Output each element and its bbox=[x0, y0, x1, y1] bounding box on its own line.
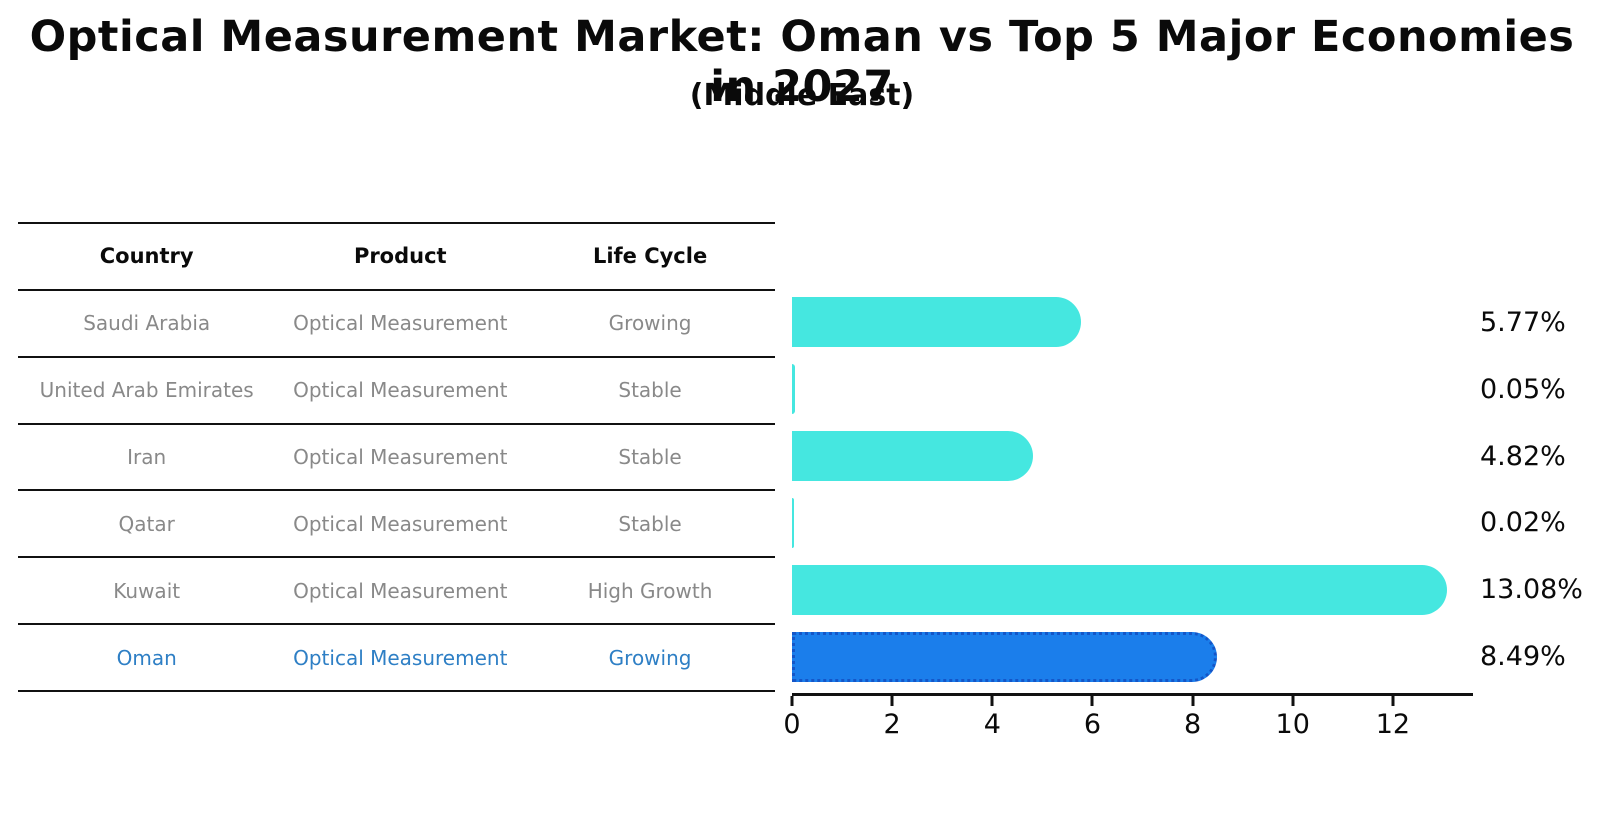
chart-subtitle: (Middle East) bbox=[689, 78, 915, 113]
x-tick-label: 4 bbox=[983, 709, 1001, 740]
cell-country: Saudi Arabia bbox=[83, 311, 211, 336]
x-tick bbox=[790, 696, 794, 706]
value-label: 13.08% bbox=[1480, 574, 1583, 606]
value-label-slot: 0.02% bbox=[1480, 489, 1600, 556]
bar-row bbox=[792, 489, 1473, 556]
value-label-slot: 0.05% bbox=[1480, 356, 1600, 423]
bar-plot bbox=[792, 289, 1473, 690]
bar-united-arab-emirates bbox=[792, 364, 795, 415]
table-header-product: Product bbox=[353, 244, 447, 269]
table-row: Kuwait Optical Measurement High Growth bbox=[18, 558, 775, 626]
value-label: 5.77% bbox=[1480, 306, 1566, 338]
x-tick-label: 6 bbox=[1083, 709, 1102, 740]
value-label: 0.02% bbox=[1480, 507, 1566, 539]
x-tick bbox=[890, 696, 894, 706]
cell-life-cycle: Stable bbox=[618, 511, 682, 536]
value-label-slot: 8.49% bbox=[1480, 623, 1600, 690]
chart-title: Optical Measurement Market: Oman vs Top … bbox=[29, 12, 1575, 112]
cell-product: Optical Measurement bbox=[293, 578, 508, 603]
x-tick-label: 12 bbox=[1375, 709, 1411, 740]
cell-country: Iran bbox=[127, 445, 167, 469]
x-tick bbox=[1090, 696, 1094, 706]
table-row: Iran Optical Measurement Stable bbox=[18, 425, 775, 492]
cell-life-cycle: High Growth bbox=[587, 578, 713, 603]
cell-product: Optical Measurement bbox=[293, 311, 508, 336]
cell-life-cycle: Stable bbox=[618, 378, 682, 403]
cell-product: Optical Measurement bbox=[293, 445, 508, 469]
value-label-slot: 13.08% bbox=[1480, 556, 1600, 623]
x-tick bbox=[990, 696, 994, 706]
x-tick bbox=[1391, 696, 1395, 706]
bar-row bbox=[792, 289, 1473, 356]
value-label-slot: 5.77% bbox=[1480, 289, 1600, 356]
table-header-life-cycle: Life Cycle bbox=[592, 244, 708, 269]
table-row: Oman Optical Measurement Growing bbox=[18, 625, 775, 693]
x-tick bbox=[1291, 696, 1295, 706]
bar-saudi-arabia bbox=[792, 297, 1081, 348]
value-label-slot: 4.82% bbox=[1480, 423, 1600, 490]
bar-iran bbox=[792, 431, 1034, 482]
cell-product: Optical Measurement bbox=[293, 511, 508, 536]
bar-row bbox=[792, 423, 1473, 490]
cell-country: Qatar bbox=[118, 511, 175, 536]
cell-country: Kuwait bbox=[113, 578, 181, 603]
cell-life-cycle: Growing bbox=[608, 311, 692, 336]
bar-oman bbox=[792, 631, 1218, 682]
x-tick-label: 8 bbox=[1183, 709, 1202, 740]
cell-product: Optical Measurement bbox=[293, 378, 508, 403]
x-tick bbox=[1191, 696, 1195, 706]
table-header-country: Country bbox=[99, 244, 194, 269]
value-label: 8.49% bbox=[1480, 641, 1566, 673]
bar-row bbox=[792, 556, 1473, 623]
bar-kuwait bbox=[792, 564, 1447, 615]
cell-life-cycle: Stable bbox=[618, 445, 682, 469]
value-label: 4.82% bbox=[1480, 440, 1566, 472]
x-tick-label: 2 bbox=[883, 709, 901, 740]
bar-row bbox=[792, 356, 1473, 423]
table-row: Saudi Arabia Optical Measurement Growing bbox=[18, 291, 775, 358]
table-header-row: Country Product Life Cycle bbox=[18, 224, 775, 291]
bar-row bbox=[792, 623, 1473, 690]
bar-qatar bbox=[792, 497, 794, 548]
value-label: 0.05% bbox=[1480, 373, 1566, 405]
table-row: United Arab Emirates Optical Measurement S… bbox=[18, 358, 775, 425]
x-axis-line bbox=[792, 693, 1473, 696]
country-table: Country Product Life Cycle Saudi Arabia O… bbox=[18, 222, 775, 693]
cell-product: Optical Measurement bbox=[293, 645, 508, 670]
x-axis: 0 2 4 6 8 10 12 bbox=[783, 693, 1473, 753]
table-row: Qatar Optical Measurement Stable bbox=[18, 491, 775, 559]
x-tick-label: 0 bbox=[783, 709, 801, 740]
value-label-column: 5.77% 0.05% 4.82% 0.02% 13.08% 8.49% bbox=[1480, 289, 1600, 690]
cell-country: Oman bbox=[116, 645, 177, 670]
cell-country: United Arab Emirates bbox=[39, 378, 254, 403]
cell-life-cycle: Growing bbox=[608, 645, 692, 670]
x-tick-label: 10 bbox=[1275, 709, 1310, 740]
